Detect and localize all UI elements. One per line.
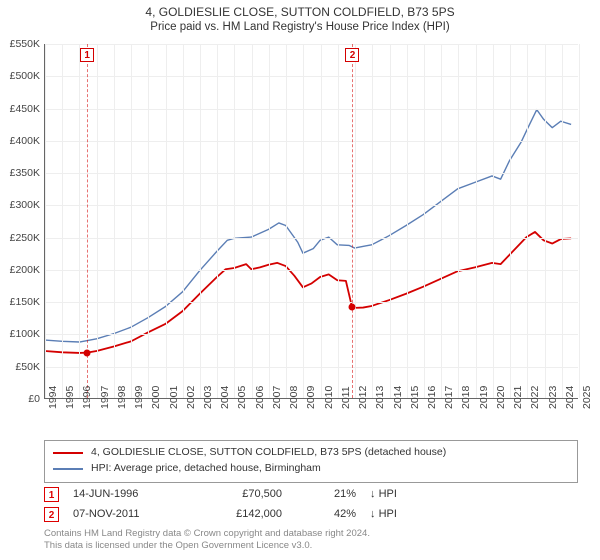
footnote-line-1: Contains HM Land Registry data © Crown c… [44,528,578,540]
event-pct: 42% [306,508,356,520]
event-price: £142,000 [207,508,292,520]
footnote-line-2: This data is licensed under the Open Gov… [44,540,578,552]
y-tick-label: £450K [0,103,40,115]
chart-title: 4, GOLDIESLIE CLOSE, SUTTON COLDFIELD, B… [0,0,600,36]
title-line-1: 4, GOLDIESLIE CLOSE, SUTTON COLDFIELD, B… [0,4,600,20]
chart-container: 4, GOLDIESLIE CLOSE, SUTTON COLDFIELD, B… [0,0,600,560]
title-line-2: Price paid vs. HM Land Registry's House … [0,20,600,36]
event-vs: HPI [379,488,397,500]
footnote: Contains HM Land Registry data © Crown c… [44,528,578,552]
y-tick-label: £50K [0,361,40,373]
event-marker-box: 2 [345,48,359,62]
legend-swatch-property [53,452,83,454]
y-tick-label: £550K [0,38,40,50]
y-tick-label: £100K [0,328,40,340]
y-tick-label: £200K [0,264,40,276]
down-arrow-icon: ↓ [370,508,376,520]
event-number-box: 2 [44,507,59,522]
line-series-svg [45,44,578,398]
y-tick-label: £250K [0,232,40,244]
event-point-dot [349,304,356,311]
y-tick-label: £400K [0,135,40,147]
event-row-1: 1 14-JUN-1996 £70,500 21% ↓ HPI [44,484,578,504]
event-row-2: 2 07-NOV-2011 £142,000 42% ↓ HPI [44,504,578,524]
event-date: 07-NOV-2011 [73,508,193,520]
legend-label-property: 4, GOLDIESLIE CLOSE, SUTTON COLDFIELD, B… [91,445,446,461]
event-point-dot [84,350,91,357]
event-price: £70,500 [207,488,292,500]
event-marker-line [352,44,353,398]
y-tick-label: £500K [0,70,40,82]
event-pct: 21% [306,488,356,500]
event-vs: HPI [379,508,397,520]
y-tick-label: £300K [0,199,40,211]
legend-swatch-hpi [53,468,83,470]
down-arrow-icon: ↓ [370,488,376,500]
legend-item-hpi: HPI: Average price, detached house, Birm… [53,461,569,477]
event-number-box: 1 [44,487,59,502]
event-marker-box: 1 [80,48,94,62]
chart-area: £0 £50K £100K £150K £200K £250K £300K £350K £400… [0,40,600,435]
y-tick-label: £150K [0,296,40,308]
x-tick-label: 2025 [581,386,600,409]
legend-label-hpi: HPI: Average price, detached house, Birm… [91,461,321,477]
y-tick-label: £0 [0,393,40,405]
legend-item-property: 4, GOLDIESLIE CLOSE, SUTTON COLDFIELD, B… [53,445,569,461]
event-date: 14-JUN-1996 [73,488,193,500]
event-direction: ↓ HPI [370,488,430,500]
event-marker-line [87,44,88,398]
event-direction: ↓ HPI [370,508,430,520]
events-table: 1 14-JUN-1996 £70,500 21% ↓ HPI 2 07-NOV… [44,484,578,524]
plot-region: 12 [44,44,578,399]
legend: 4, GOLDIESLIE CLOSE, SUTTON COLDFIELD, B… [44,440,578,483]
y-tick-label: £350K [0,167,40,179]
